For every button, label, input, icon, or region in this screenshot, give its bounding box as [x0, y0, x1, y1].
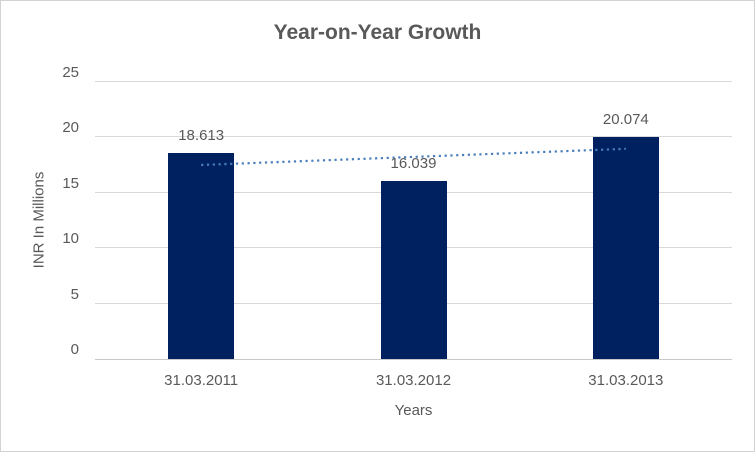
x-tick-label: 31.03.2013	[588, 372, 664, 389]
bar	[168, 152, 235, 359]
y-tick-label: 0	[70, 341, 79, 358]
y-tick-label: 15	[62, 174, 79, 192]
bar-data-label: 18.613	[178, 126, 225, 144]
y-tick-label: 25	[62, 64, 79, 81]
x-tick-label: 31.03.2012	[375, 372, 452, 389]
y-tick-label: 5	[70, 285, 79, 303]
y-tick-label: 20	[62, 119, 79, 137]
y-tick-label: 10	[62, 230, 79, 248]
bar	[380, 181, 447, 359]
bar-data-label: 20.074	[602, 110, 649, 128]
x-tick-label: 31.03.2011	[164, 372, 239, 389]
x-axis-title: Years	[394, 402, 433, 419]
y-axis-tick-labels: 0 5 10 15 20 25	[1, 64, 79, 359]
x-axis-tick-labels: 31.03.2011 31.03.2012 31.03.2013	[95, 372, 732, 392]
bar	[592, 136, 659, 359]
plot-area: 18.613 16.039 20.074	[95, 81, 732, 360]
bar-data-label: 16.039	[390, 155, 437, 173]
chart-title: Year-on-Year Growth	[273, 21, 482, 44]
gridline	[95, 81, 732, 82]
gridline	[95, 136, 732, 138]
